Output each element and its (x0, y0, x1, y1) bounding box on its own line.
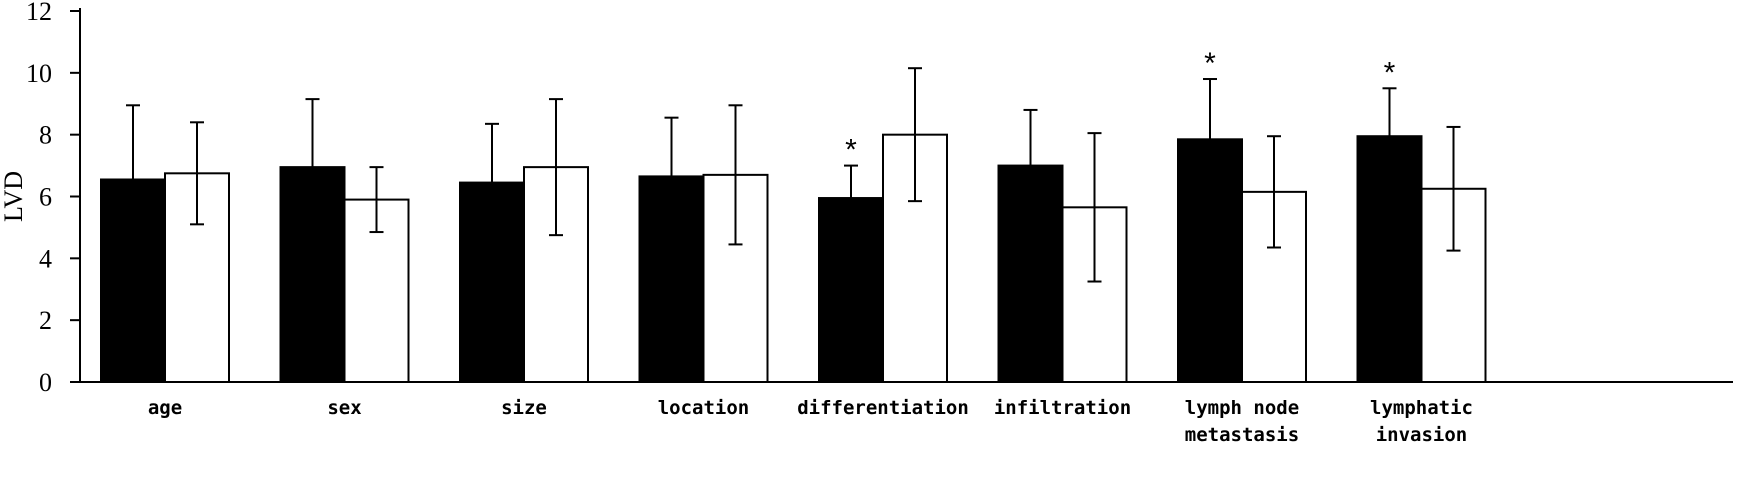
y-tick-label: 12 (26, 0, 52, 26)
category-label: size (501, 397, 547, 419)
category-label: invasion (1376, 424, 1468, 446)
significance-marker: * (845, 134, 857, 167)
bar (1241, 190, 1307, 383)
significance-marker: * (1384, 56, 1396, 89)
significance-marker: * (1204, 47, 1216, 80)
category-label: sex (327, 397, 361, 419)
category-label: lymph node (1185, 397, 1299, 419)
category-label: age (148, 397, 182, 419)
category-label: differentiation (797, 397, 969, 419)
category-label: infiltration (994, 397, 1131, 419)
y-tick-label: 0 (39, 368, 52, 397)
category-label: lymphatic (1370, 397, 1473, 419)
category-label: metastasis (1185, 424, 1299, 446)
y-tick-label: 4 (39, 244, 52, 273)
plot-area: 0 2 4 6 8 10 12 LVD age sex size location * different… (0, 0, 1733, 446)
y-tick-label: 10 (26, 59, 52, 88)
y-tick-label: 8 (39, 121, 52, 150)
y-tick-label: 2 (39, 306, 52, 335)
category-label: location (658, 397, 750, 419)
y-axis-title: LVD (0, 171, 28, 222)
y-tick-label: 6 (39, 183, 52, 212)
